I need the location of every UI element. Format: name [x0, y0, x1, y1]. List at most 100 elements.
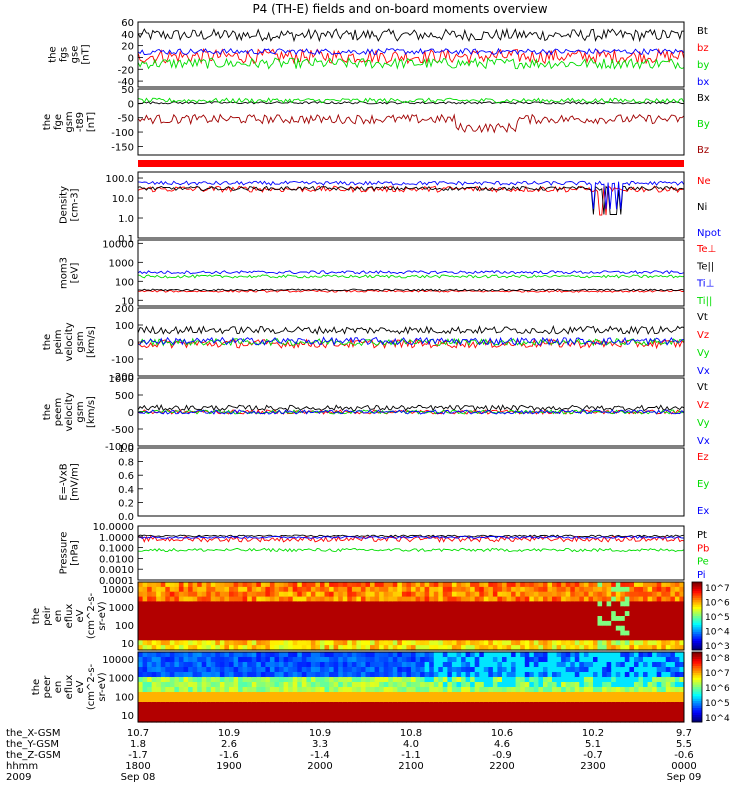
ytick-label: 40 — [121, 30, 134, 41]
heatmap-cell — [160, 635, 166, 641]
heatmap-cell — [497, 596, 503, 603]
heatmap-cell — [597, 717, 603, 723]
xaxis-tick-value: 2100 — [398, 761, 423, 772]
heatmap-cell — [379, 697, 385, 703]
heatmap-cell — [379, 677, 385, 683]
heatmap-cell — [224, 657, 230, 663]
heatmap-cell — [543, 707, 549, 713]
heatmap-cell — [219, 640, 225, 646]
heatmap-cell — [256, 697, 262, 703]
heatmap-cell — [529, 611, 535, 617]
heatmap-cell — [297, 712, 303, 718]
heatmap-cell — [238, 677, 244, 683]
heatmap-cell — [643, 707, 649, 713]
heatmap-cell — [156, 692, 162, 698]
heatmap-cell — [638, 586, 644, 593]
xaxis-tick-value: 10.7 — [127, 728, 149, 739]
colorbar-step — [692, 663, 702, 667]
heatmap-cell — [565, 712, 571, 718]
heatmap-cell — [370, 682, 376, 688]
heatmap-cell — [392, 712, 398, 718]
heatmap-cell — [165, 601, 171, 607]
heatmap-cell — [451, 611, 457, 617]
ylabel-line: the — [42, 334, 53, 350]
heatmap-cell — [329, 672, 335, 678]
heatmap-cell — [283, 717, 289, 723]
heatmap-cell — [274, 697, 280, 703]
heatmap-cell — [615, 635, 621, 641]
heatmap-cell — [138, 672, 144, 678]
heatmap-cell — [461, 635, 467, 641]
heatmap-cell — [160, 611, 166, 617]
heatmap-cell — [292, 707, 298, 713]
heatmap-cell — [483, 616, 489, 622]
heatmap-cell — [356, 677, 362, 683]
heatmap-cell — [165, 672, 171, 678]
heatmap-cell — [238, 657, 244, 663]
heatmap-cell — [370, 657, 376, 663]
heatmap-cell — [606, 717, 612, 723]
heatmap-cell — [543, 635, 549, 641]
heatmap-cell — [606, 712, 612, 718]
heatmap-cell — [251, 662, 257, 668]
heatmap-cell — [138, 640, 144, 646]
heatmap-cell — [333, 625, 339, 632]
heatmap-cell — [588, 672, 594, 678]
heatmap-cell — [638, 692, 644, 698]
heatmap-cell — [301, 692, 307, 698]
colorbar-step — [692, 719, 702, 723]
heatmap-cell — [611, 586, 617, 593]
heatmap-cell — [624, 687, 630, 693]
heatmap-cell — [219, 582, 225, 588]
series-line — [138, 288, 685, 292]
heatmap-cell — [506, 717, 512, 723]
heatmap-cell — [192, 645, 198, 651]
heatmap-cell — [360, 601, 366, 607]
heatmap-cell — [583, 682, 589, 688]
legend-Ti⊥: Ti⊥ — [696, 279, 714, 290]
heatmap-cell — [165, 591, 171, 598]
heatmap-cell — [242, 620, 248, 627]
heatmap-cell — [306, 606, 312, 612]
heatmap-cell — [215, 712, 221, 718]
heatmap-cell — [288, 657, 294, 663]
panel-frame — [137, 88, 685, 156]
heatmap-cell — [138, 601, 144, 607]
heatmap-cell — [579, 586, 585, 593]
heatmap-cell — [442, 606, 448, 612]
heatmap-cell — [438, 692, 444, 698]
heatmap-cell — [338, 677, 344, 683]
heatmap-cell — [674, 582, 680, 588]
heatmap-cell — [269, 692, 275, 698]
heatmap-cell — [219, 682, 225, 688]
heatmap-cell — [188, 702, 194, 708]
heatmap-cell — [351, 596, 357, 603]
heatmap-cell — [192, 657, 198, 663]
heatmap-cell — [365, 657, 371, 663]
heatmap-cell — [415, 712, 421, 718]
heatmap-cell — [229, 582, 235, 588]
heatmap-cell — [229, 611, 235, 617]
heatmap-cell — [629, 601, 635, 607]
heatmap-cell — [456, 586, 462, 593]
heatmap-cell — [561, 672, 567, 678]
heatmap-cell — [638, 672, 644, 678]
heatmap-cell — [533, 582, 539, 588]
heatmap-cell — [347, 687, 353, 693]
heatmap-cell — [370, 591, 376, 598]
heatmap-cell — [583, 702, 589, 708]
ylabel-line: eflux — [64, 675, 75, 700]
heatmap-cell — [306, 611, 312, 617]
heatmap-cell — [552, 717, 558, 723]
heatmap-cell — [306, 717, 312, 723]
heatmap-cell — [256, 712, 262, 718]
heatmap-cell — [674, 707, 680, 713]
heatmap-cell — [606, 652, 612, 658]
heatmap-cell — [647, 606, 653, 612]
heatmap-cell — [320, 645, 326, 651]
heatmap-cell — [483, 625, 489, 632]
heatmap-cell — [497, 672, 503, 678]
heatmap-cell — [502, 591, 508, 598]
heatmap-cell — [634, 717, 640, 723]
heatmap-cell — [415, 645, 421, 651]
